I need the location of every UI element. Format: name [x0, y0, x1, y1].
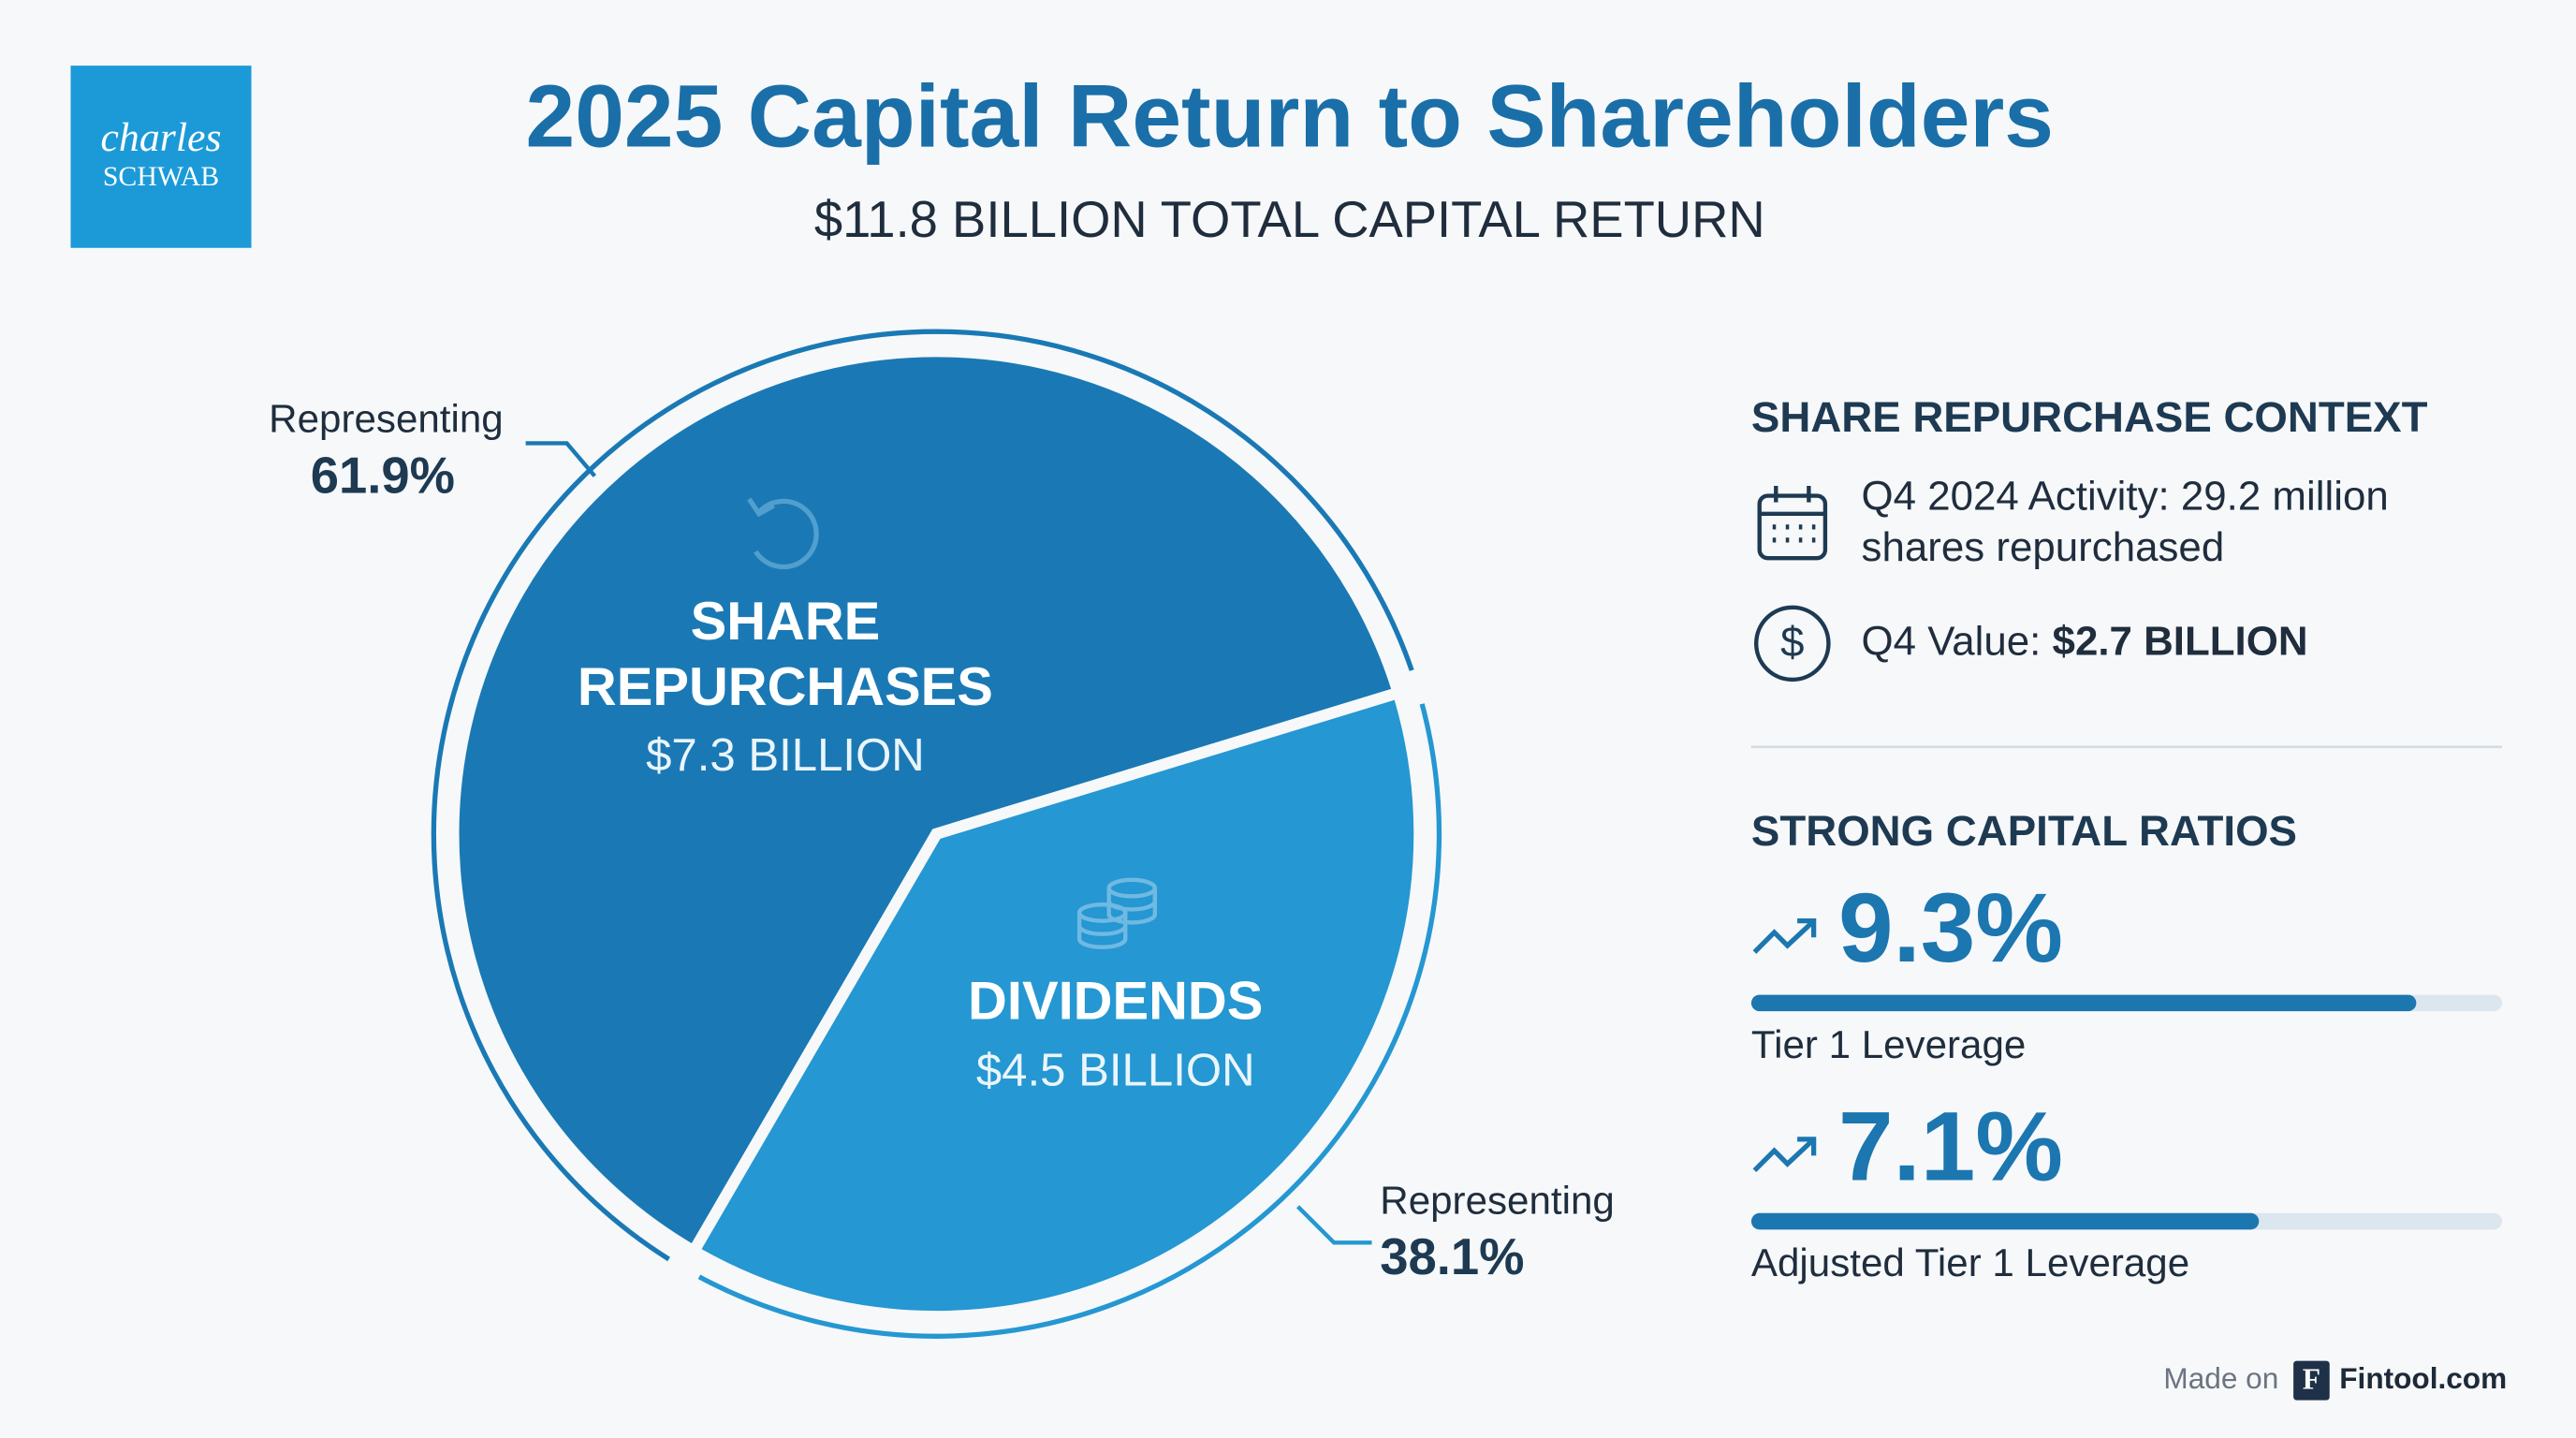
pie: SHARE REPURCHASES $7.3 BILLION DIVIDENDS $4.… [431, 329, 1442, 1339]
footer-brand: Fintool.com [2339, 1361, 2507, 1395]
section-heading: STRONG CAPITAL RATIOS [1751, 807, 2297, 855]
context-value: $2.7 BILLION [2053, 618, 2308, 664]
brand-icon [2293, 1360, 2330, 1401]
share-caption: Representing [269, 397, 504, 441]
svg-text:$: $ [1780, 618, 1804, 666]
trend-icon [1797, 1137, 1817, 1156]
context-text: Q4 Value: $2.7 BILLION [1862, 618, 2308, 664]
trend-icon [1752, 920, 1814, 954]
ratios: 9.3% Tier 1 Leverage 7.1% Adjusted Tier 1 L… [1750, 873, 2503, 1284]
share-value: 38.1% [1380, 1228, 1524, 1285]
ratio-value: 7.1% [1838, 1092, 2063, 1201]
leader-line [1295, 1205, 1372, 1245]
context-text: shares repurchased [1862, 524, 2225, 570]
bar [1750, 1212, 2260, 1230]
chart-title: 2025 Capital Return to Shareholders [525, 67, 2054, 167]
slice-amount: $4.5 BILLION [976, 1046, 1255, 1096]
dollar-icon: $ [1754, 605, 1831, 682]
trend-icon [1752, 1138, 1814, 1173]
context-text: Q4 2024 Activity: 29.2 million [1862, 474, 2389, 520]
slice-label: SHARE REPURCHASES [578, 592, 993, 717]
ratio-name: Tier 1 Leverage [1751, 1022, 2026, 1066]
slice-amount: $7.3 BILLION [646, 730, 925, 781]
ratio-value: 9.3% [1838, 873, 2063, 983]
section-heading: SHARE REPURCHASE CONTEXT [1751, 393, 2428, 441]
share-value: 61.9% [311, 447, 455, 504]
calendar-icon [1757, 486, 1828, 561]
slice-outline-arc [431, 329, 1414, 1262]
coins-icon [1076, 877, 1158, 949]
logo-box [70, 66, 252, 248]
share-caption: Representing [1380, 1178, 1615, 1222]
slice-label: DIVIDENDS [968, 971, 1263, 1031]
footer-text: Made on [2163, 1361, 2278, 1395]
slice-outline-arc [697, 703, 1442, 1339]
logo-text: charles [100, 115, 221, 160]
pie-slice [447, 345, 1406, 1259]
ratio-name: Adjusted Tier 1 Leverage [1751, 1240, 2189, 1284]
context-label: Q4 Value: [1862, 618, 2053, 664]
pie-slice [685, 685, 1426, 1323]
logo-text: SCHWAB [103, 161, 219, 192]
brand-icon-letter: F [2303, 1363, 2320, 1396]
trend-icon [1797, 918, 1817, 938]
chart-subtitle: $11.8 BILLION TOTAL CAPITAL RETURN [814, 191, 1765, 248]
leader-line [525, 441, 597, 477]
bar [1750, 994, 2417, 1012]
repeat-icon [747, 497, 819, 570]
